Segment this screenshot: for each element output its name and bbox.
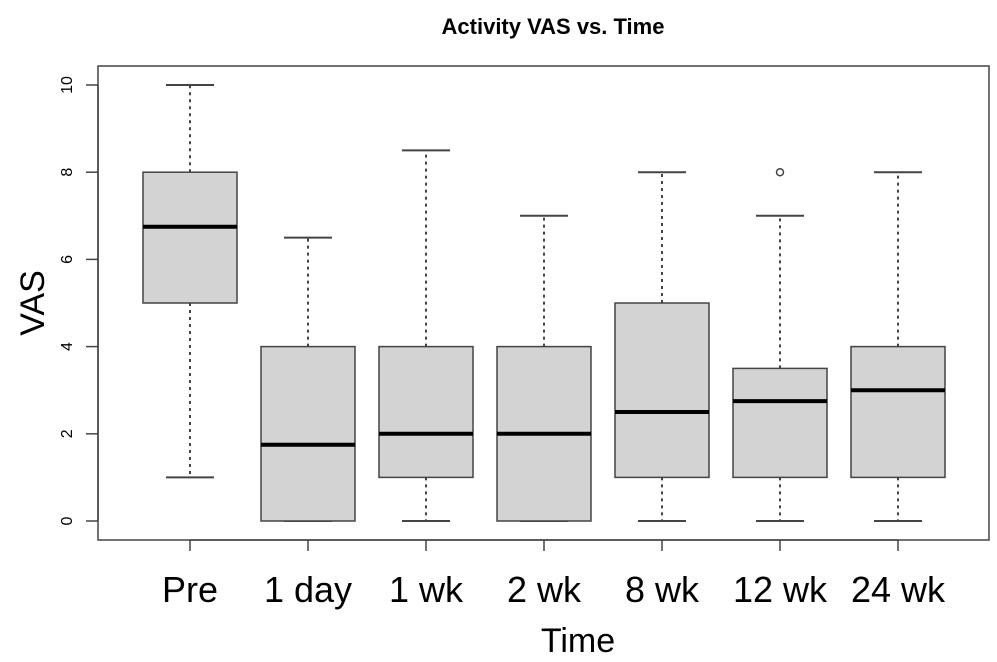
- box-3: [496, 214, 592, 522]
- iqr-box: [142, 171, 238, 304]
- x-tick-label: 12 wk: [733, 569, 828, 610]
- x-tick-label: 2 wk: [507, 569, 582, 610]
- y-axis: 0 2 4 6 8 10: [59, 76, 99, 525]
- iqr-box: [614, 302, 710, 479]
- x-tick-label: 24 wk: [851, 569, 946, 610]
- y-tick-label: 8: [59, 168, 76, 177]
- box-0: [142, 84, 238, 479]
- iqr-box: [378, 345, 474, 479]
- iqr-box: [850, 345, 946, 479]
- y-tick-label: 0: [59, 516, 76, 525]
- x-tick-label: 8 wk: [625, 569, 700, 610]
- box-1: [260, 236, 356, 522]
- outlier-point: [775, 167, 785, 177]
- x-axis-label: Time: [541, 622, 615, 660]
- y-tick-label: 10: [59, 76, 76, 94]
- iqr-box: [260, 345, 356, 522]
- x-axis: Pre 1 day 1 wk 2 wk 8 wk 12 wk 24 wk: [162, 539, 946, 610]
- chart-title: Activity VAS vs. Time: [442, 14, 665, 39]
- y-tick-label: 2: [59, 429, 76, 438]
- x-tick-label: 1 wk: [389, 569, 464, 610]
- boxes-group: [142, 84, 946, 522]
- y-tick-label: 6: [59, 255, 76, 264]
- box-2: [378, 149, 474, 522]
- x-tick-label: 1 day: [264, 569, 352, 610]
- y-axis-label: VAS: [14, 270, 52, 336]
- box-5: [732, 167, 828, 522]
- x-tick-label: Pre: [162, 569, 218, 610]
- iqr-box: [732, 367, 828, 479]
- y-tick-label: 4: [59, 342, 76, 351]
- box-6: [850, 171, 946, 522]
- box-4: [614, 171, 710, 522]
